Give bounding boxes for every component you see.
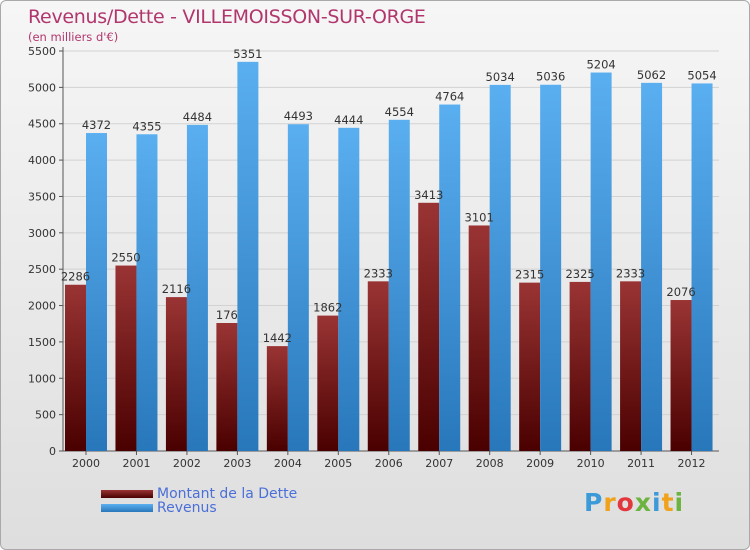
data-label-dette-2009: 2315 <box>515 268 544 282</box>
bar-revenus-2007 <box>439 104 461 451</box>
logo-letter: i <box>674 488 685 517</box>
y-tick-label: 4500 <box>28 118 56 131</box>
bar-revenus-2010 <box>590 72 612 451</box>
data-label-dette-2004: 1442 <box>263 331 292 345</box>
bar-revenus-2005 <box>338 127 360 452</box>
bar-dette-2006 <box>367 281 389 451</box>
x-tick-label-2007: 2007 <box>425 457 453 470</box>
y-tick-label: 500 <box>35 409 56 422</box>
bar-dette-2005 <box>317 315 339 451</box>
data-label-dette-2002: 2116 <box>162 282 191 296</box>
bar-dette-2010 <box>569 281 591 451</box>
y-tick-label: 2500 <box>28 263 56 276</box>
y-tick-label: 2000 <box>28 300 56 313</box>
bar-dette-2012 <box>670 300 692 451</box>
y-tick-label: 5000 <box>28 81 56 94</box>
data-label-revenus-2002: 4484 <box>183 110 212 124</box>
bar-dette-2009 <box>519 282 541 451</box>
y-tick-label: 5500 <box>28 45 56 58</box>
legend-swatch-revenus <box>101 504 153 512</box>
data-label-revenus-2010: 5204 <box>586 58 615 72</box>
logo-letter: i <box>652 488 662 517</box>
bar-dette-2002 <box>165 297 187 451</box>
data-label-revenus-2006: 4554 <box>385 105 414 119</box>
legend-item-revenus: Revenus <box>101 500 297 516</box>
bar-revenus-2000 <box>86 133 107 451</box>
bar-dette-2004 <box>266 346 288 451</box>
logo-letter: o <box>616 488 635 517</box>
bar-dette-2011 <box>620 281 642 451</box>
chart-title: Revenus/Dette - VILLEMOISSON-SUR-ORGE <box>28 6 426 28</box>
data-label-dette-2007: 3413 <box>414 188 443 202</box>
bar-revenus-2008 <box>489 84 511 452</box>
data-label-revenus-2005: 4444 <box>334 113 363 127</box>
logo-letter: r <box>603 488 617 517</box>
legend-label-dette: Montant de la Dette <box>157 486 298 502</box>
data-label-revenus-2009: 5036 <box>536 70 565 84</box>
bar-dette-2007 <box>418 202 440 451</box>
bar-dette-2003 <box>216 323 238 451</box>
data-label-dette-2003: 176 <box>216 308 238 322</box>
data-label-dette-2001: 2550 <box>111 251 140 265</box>
data-label-revenus-2004: 4493 <box>284 109 313 123</box>
data-label-dette-2010: 2325 <box>565 267 594 281</box>
logo-letter: P <box>584 488 604 517</box>
data-label-revenus-2011: 5062 <box>637 68 666 82</box>
data-label-revenus-2003: 5351 <box>233 47 262 61</box>
logo-letter: x <box>634 488 652 517</box>
x-tick-label-2001: 2001 <box>122 457 150 470</box>
data-label-dette-2005: 1862 <box>313 301 342 315</box>
y-tick-label: 1500 <box>28 336 56 349</box>
data-label-dette-2008: 3101 <box>465 210 494 224</box>
data-label-revenus-2007: 4764 <box>435 90 464 104</box>
x-tick-label-2000: 2000 <box>72 457 100 470</box>
x-tick-label-2003: 2003 <box>223 457 251 470</box>
y-tick-label: 3000 <box>28 227 56 240</box>
bar-revenus-2009 <box>540 84 562 451</box>
y-tick-label: 4000 <box>28 154 56 167</box>
x-tick-label-2010: 2010 <box>577 457 605 470</box>
x-tick-label-2011: 2011 <box>627 457 655 470</box>
chart-subtitle: (en milliers d'€) <box>28 30 119 44</box>
data-label-dette-2006: 2333 <box>364 266 393 280</box>
legend-swatch-dette <box>101 490 153 498</box>
bar-revenus-2002 <box>186 124 208 452</box>
data-label-revenus-2000: 4372 <box>82 118 111 132</box>
x-tick-label-2004: 2004 <box>274 457 302 470</box>
bar-revenus-2004 <box>287 124 309 452</box>
data-label-dette-2012: 2076 <box>666 285 695 299</box>
bar-dette-2001 <box>115 265 137 451</box>
logo-letter: t <box>661 488 675 517</box>
y-tick-label: 1000 <box>28 372 56 385</box>
data-label-revenus-2001: 4355 <box>132 119 161 133</box>
bar-revenus-2011 <box>641 82 663 451</box>
bar-dette-2000 <box>65 284 86 451</box>
legend-item-dette: Montant de la Dette <box>101 486 298 502</box>
bar-revenus-2012 <box>691 83 713 451</box>
bar-revenus-2001 <box>136 134 158 452</box>
data-label-dette-2011: 2333 <box>616 266 645 280</box>
data-label-dette-2000: 2286 <box>61 270 90 284</box>
bar-dette-2008 <box>468 225 490 451</box>
bar-revenus-2006 <box>388 119 410 452</box>
proxiti-logo: Proxiti <box>584 488 684 517</box>
x-tick-label-2012: 2012 <box>678 457 706 470</box>
y-tick-label: 3500 <box>28 190 56 203</box>
x-tick-label-2006: 2006 <box>375 457 403 470</box>
x-tick-label-2002: 2002 <box>173 457 201 470</box>
x-tick-label-2008: 2008 <box>476 457 504 470</box>
y-tick-label: 0 <box>49 445 56 458</box>
data-label-revenus-2008: 5034 <box>486 70 515 84</box>
x-axis: 2000 2001 2002 2003 2004 2005 2006 2007 2008 2009… <box>72 451 706 470</box>
legend-label-revenus: Revenus <box>157 500 217 516</box>
legend: Montant de la Dette Revenus <box>101 486 298 516</box>
data-label-revenus-2012: 5054 <box>687 68 716 82</box>
bars: 2286 4372 2550 4355 2116 4484 176 5351 1442 4493 1… <box>61 47 717 452</box>
x-tick-label-2009: 2009 <box>526 457 554 470</box>
bar-revenus-2003 <box>237 61 259 451</box>
x-tick-label-2005: 2005 <box>324 457 352 470</box>
